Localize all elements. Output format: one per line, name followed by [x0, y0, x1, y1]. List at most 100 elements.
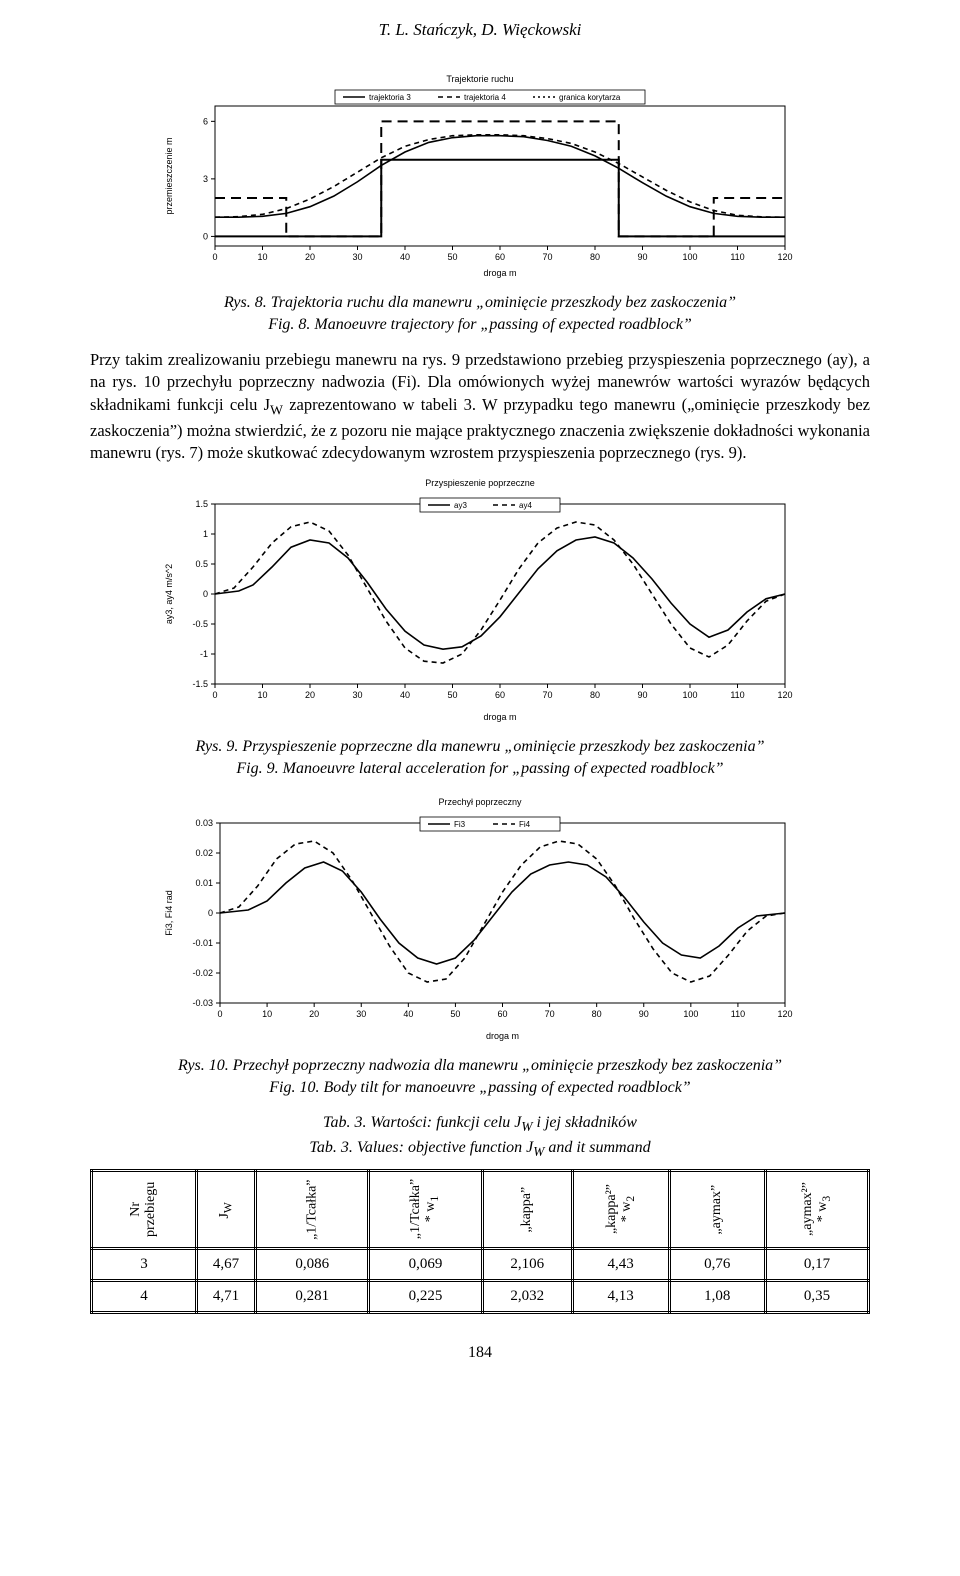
body-paragraph: Przy takim zrealizowaniu przebiegu manew… [90, 349, 870, 464]
figure-8-caption: Rys. 8. Trajektoria ruchu dla manewru „o… [90, 292, 870, 335]
table-cell: 2,032 [482, 1280, 572, 1312]
figure-9-caption: Rys. 9. Przyspieszenie poprzeczne dla ma… [90, 736, 870, 779]
svg-text:50: 50 [447, 252, 457, 262]
svg-text:20: 20 [305, 690, 315, 700]
svg-text:0: 0 [203, 231, 208, 241]
svg-text:droga m: droga m [486, 1031, 519, 1041]
svg-text:120: 120 [777, 252, 792, 262]
svg-text:30: 30 [356, 1009, 366, 1019]
table-cell: 0,086 [256, 1248, 369, 1280]
table-header: „aymax²”* w3 [765, 1170, 868, 1248]
svg-text:droga m: droga m [483, 712, 516, 722]
svg-text:Przechył poprzeczny: Przechył poprzeczny [438, 797, 522, 807]
svg-text:70: 70 [542, 252, 552, 262]
svg-text:60: 60 [495, 690, 505, 700]
svg-text:90: 90 [639, 1009, 649, 1019]
svg-text:120: 120 [777, 690, 792, 700]
svg-text:0.02: 0.02 [195, 848, 213, 858]
table-row: 44,710,2810,2252,0324,131,080,35 [92, 1280, 869, 1312]
svg-text:30: 30 [352, 690, 362, 700]
svg-text:110: 110 [730, 252, 744, 262]
svg-text:60: 60 [497, 1009, 507, 1019]
table-caption-pl-a: Tab. 3. Wartości: funkcji celu J [323, 1114, 521, 1131]
table-header: „1/Tcałka”* w1 [369, 1170, 482, 1248]
svg-text:30: 30 [352, 252, 362, 262]
table-header: JW [196, 1170, 255, 1248]
svg-text:-0.03: -0.03 [192, 998, 213, 1008]
svg-text:40: 40 [403, 1009, 413, 1019]
svg-text:granica korytarza: granica korytarza [559, 93, 621, 102]
svg-text:110: 110 [730, 690, 744, 700]
svg-text:10: 10 [257, 252, 267, 262]
table-cell: 0,35 [765, 1280, 868, 1312]
svg-text:80: 80 [590, 690, 600, 700]
svg-text:60: 60 [495, 252, 505, 262]
table-header: „1/Tcałka” [256, 1170, 369, 1248]
svg-text:trajektoria 4: trajektoria 4 [464, 93, 506, 102]
table-cell: 2,106 [482, 1248, 572, 1280]
table-cell: 0,225 [369, 1280, 482, 1312]
svg-text:trajektoria 3: trajektoria 3 [369, 93, 411, 102]
svg-text:120: 120 [777, 1009, 792, 1019]
figure-8-caption-en: Fig. 8. Manoeuvre trajectory for „passin… [268, 316, 692, 333]
table-cell: 4,67 [196, 1248, 255, 1280]
figure-8-chart: Trajektorie ruchu01020304050607080901001… [90, 70, 870, 280]
table-caption-en-a: Tab. 3. Values: objective function J [309, 1139, 533, 1156]
figure-10-caption-pl: Rys. 10. Przechył poprzeczny nadwozia dl… [178, 1057, 782, 1074]
table-caption-en-b: and it summand [544, 1139, 650, 1156]
svg-text:100: 100 [683, 1009, 698, 1019]
svg-text:0.03: 0.03 [195, 818, 213, 828]
svg-text:50: 50 [447, 690, 457, 700]
table-caption-en-sub: W [533, 1144, 544, 1159]
para-sub: W [270, 402, 283, 417]
table-header: Nrprzebiegu [92, 1170, 197, 1248]
figure-9-caption-en: Fig. 9. Manoeuvre lateral acceleration f… [236, 760, 723, 777]
table-cell: 3 [92, 1248, 197, 1280]
svg-text:0: 0 [203, 589, 208, 599]
svg-text:6: 6 [203, 116, 208, 126]
svg-text:80: 80 [592, 1009, 602, 1019]
svg-text:10: 10 [257, 690, 267, 700]
svg-text:20: 20 [305, 252, 315, 262]
svg-text:0: 0 [217, 1009, 222, 1019]
svg-text:0: 0 [212, 690, 217, 700]
svg-text:70: 70 [545, 1009, 555, 1019]
table-header: „kappa” [482, 1170, 572, 1248]
svg-text:100: 100 [682, 252, 697, 262]
table-cell: 1,08 [669, 1280, 765, 1312]
table-header: „aymax” [669, 1170, 765, 1248]
table-3-caption: Tab. 3. Wartości: funkcji celu JW i jej … [90, 1112, 870, 1160]
svg-text:przemieszczenie m: przemieszczenie m [164, 137, 174, 214]
svg-text:90: 90 [637, 252, 647, 262]
svg-text:0: 0 [212, 252, 217, 262]
figure-9-caption-pl: Rys. 9. Przyspieszenie poprzeczne dla ma… [196, 738, 765, 755]
svg-text:-1.5: -1.5 [192, 679, 208, 689]
svg-text:ay4: ay4 [519, 501, 532, 510]
svg-text:droga m: droga m [483, 268, 516, 278]
svg-text:70: 70 [542, 690, 552, 700]
table-caption-pl-sub: W [521, 1120, 532, 1135]
svg-text:3: 3 [203, 174, 208, 184]
svg-text:ay3, ay4 m/s^2: ay3, ay4 m/s^2 [164, 564, 174, 624]
svg-text:80: 80 [590, 252, 600, 262]
svg-text:Fi4: Fi4 [519, 820, 531, 829]
svg-text:-1: -1 [200, 649, 208, 659]
svg-text:Fi3: Fi3 [454, 820, 466, 829]
svg-text:-0.5: -0.5 [192, 619, 208, 629]
svg-text:Trajektorie ruchu: Trajektorie ruchu [446, 74, 513, 84]
svg-text:0: 0 [208, 908, 213, 918]
table-cell: 0,17 [765, 1248, 868, 1280]
svg-text:110: 110 [731, 1009, 745, 1019]
svg-text:Przyspieszenie poprzeczne: Przyspieszenie poprzeczne [425, 478, 535, 488]
svg-text:40: 40 [400, 690, 410, 700]
table-cell: 0,281 [256, 1280, 369, 1312]
svg-text:0.01: 0.01 [195, 878, 213, 888]
svg-text:1.5: 1.5 [195, 499, 208, 509]
author-header: T. L. Stańczyk, D. Więckowski [90, 20, 870, 40]
table-header: „kappa²”* w2 [572, 1170, 669, 1248]
table-cell: 0,069 [369, 1248, 482, 1280]
svg-text:Fi3, Fi4 rad: Fi3, Fi4 rad [164, 891, 174, 937]
svg-text:0.5: 0.5 [195, 559, 208, 569]
svg-text:90: 90 [637, 690, 647, 700]
figure-10-caption: Rys. 10. Przechył poprzeczny nadwozia dl… [90, 1055, 870, 1098]
